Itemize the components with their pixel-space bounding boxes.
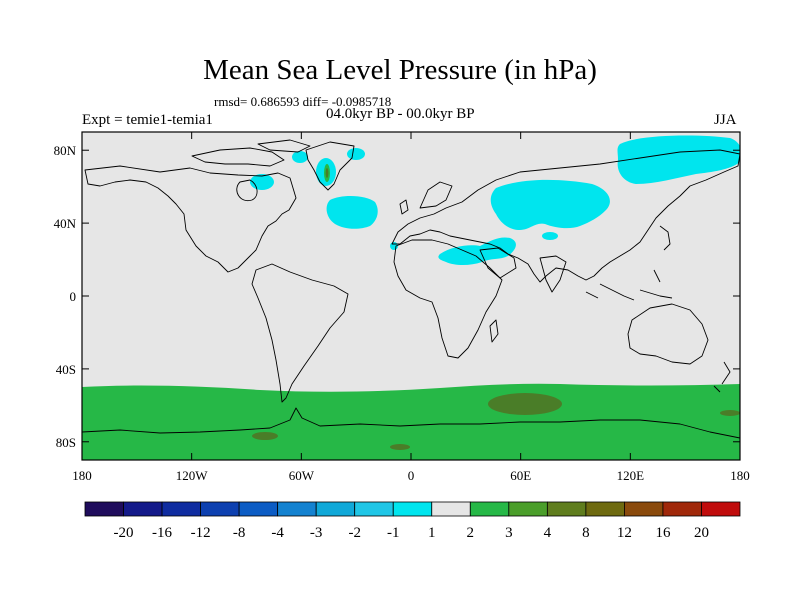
y-tick-label: 40S bbox=[56, 362, 76, 377]
colorbar-swatch bbox=[508, 501, 548, 517]
colorbar-swatch bbox=[585, 501, 625, 517]
japan bbox=[659, 225, 671, 251]
antarctic-patch bbox=[390, 444, 410, 450]
x-tick-label: 60W bbox=[289, 468, 315, 483]
colorbar-swatch bbox=[354, 501, 394, 517]
anomaly-regions bbox=[82, 135, 740, 460]
x-tick-label: 180 bbox=[72, 468, 92, 483]
hudson-bay bbox=[236, 179, 258, 202]
x-tick-label: 120E bbox=[617, 468, 645, 483]
colorbar-swatch bbox=[161, 501, 201, 517]
x-axis: 180 120W 60W 0 60E 120E 180 bbox=[72, 132, 750, 483]
arctic-canada-low bbox=[292, 151, 308, 163]
y-tick-label: 0 bbox=[70, 289, 77, 304]
chart-title: Mean Sea Level Pressure (in hPa) bbox=[203, 54, 597, 86]
africa-coast bbox=[393, 239, 503, 359]
antarctic-patch bbox=[252, 432, 278, 440]
antarctica-coast bbox=[82, 407, 740, 439]
southern-ocean-band bbox=[82, 383, 740, 460]
svalbard-low bbox=[347, 148, 365, 160]
colorbar-swatch bbox=[431, 501, 471, 517]
colorbar-label: 12 bbox=[617, 525, 632, 541]
south-america-coast bbox=[251, 263, 349, 403]
colorbar-label: -20 bbox=[114, 525, 134, 541]
y-tick-label: 40N bbox=[54, 216, 77, 231]
greenland-coast bbox=[305, 141, 355, 191]
colorbar-swatch bbox=[624, 501, 664, 517]
europe-asia-coast bbox=[391, 149, 740, 283]
colorbar-label: 16 bbox=[655, 525, 671, 541]
india bbox=[539, 255, 567, 293]
caspian-low bbox=[542, 232, 558, 240]
colorbar: -20 -16 -12 -8 -4 -3 -2 -1 1 2 3 4 8 12 16 20 bbox=[84, 501, 741, 541]
colorbar-label: -12 bbox=[191, 525, 211, 541]
antarctic-patch bbox=[720, 410, 740, 416]
colorbar-swatch bbox=[701, 501, 741, 517]
colorbar-label: -2 bbox=[348, 525, 361, 541]
x-tick-label: 0 bbox=[408, 468, 415, 483]
colorbar-label: 8 bbox=[582, 525, 590, 541]
new-zealand bbox=[713, 361, 731, 393]
stats-text: rmsd= 0.686593 diff= -0.0985718 bbox=[214, 94, 392, 109]
north-pacific-low bbox=[617, 135, 740, 184]
colorbar-label: -3 bbox=[310, 525, 323, 541]
y-tick-label: 80N bbox=[54, 143, 77, 158]
colorbar-label: 4 bbox=[544, 525, 552, 541]
colorbar-label: 2 bbox=[467, 525, 475, 541]
australia-coast bbox=[627, 303, 709, 365]
colorbar-swatch bbox=[469, 501, 510, 517]
colorbar-label: -1 bbox=[387, 525, 400, 541]
colorbar-swatch bbox=[123, 501, 163, 517]
colorbar-swatch bbox=[662, 501, 702, 517]
north-america-coast bbox=[84, 165, 297, 273]
colorbar-label: 20 bbox=[694, 525, 709, 541]
central-asia-low bbox=[490, 179, 610, 230]
period-text: 04.0kyr BP - 00.0kyr BP bbox=[326, 106, 475, 122]
arabia-low bbox=[438, 237, 516, 265]
colorbar-label: 1 bbox=[428, 525, 436, 541]
arabia bbox=[479, 247, 517, 279]
british-isles bbox=[399, 199, 409, 215]
colorbar-label: 3 bbox=[505, 525, 513, 541]
colorbar-label: -4 bbox=[271, 525, 284, 541]
colorbar-swatch bbox=[546, 501, 587, 517]
southeast-asia-islands bbox=[585, 269, 673, 301]
scandinavia bbox=[419, 181, 453, 209]
colorbar-swatch bbox=[200, 501, 240, 517]
greenland-high-core bbox=[325, 168, 329, 178]
colorbar-swatch bbox=[238, 501, 279, 517]
x-tick-label: 120W bbox=[176, 468, 209, 483]
season-label: JJA bbox=[714, 112, 737, 128]
madagascar bbox=[489, 319, 499, 343]
coastlines bbox=[82, 139, 740, 439]
colorbar-label: -8 bbox=[233, 525, 246, 541]
x-tick-label: 60E bbox=[510, 468, 531, 483]
colorbar-swatch bbox=[84, 501, 124, 517]
experiment-label: Expt = temie1-temia1 bbox=[82, 112, 213, 128]
colorbar-swatch bbox=[315, 501, 356, 517]
colorbar-swatch bbox=[277, 501, 317, 517]
x-tick-label: 180 bbox=[730, 468, 750, 483]
y-axis: 80N 40N 0 40S 80S bbox=[54, 143, 740, 450]
colorbar-label: -16 bbox=[152, 525, 172, 541]
arctic-archipelago bbox=[191, 139, 311, 167]
colorbar-swatch bbox=[392, 501, 433, 517]
y-tick-label: 80S bbox=[56, 435, 76, 450]
south-indian-ocean-high bbox=[488, 393, 562, 415]
north-atlantic-low bbox=[326, 196, 378, 229]
